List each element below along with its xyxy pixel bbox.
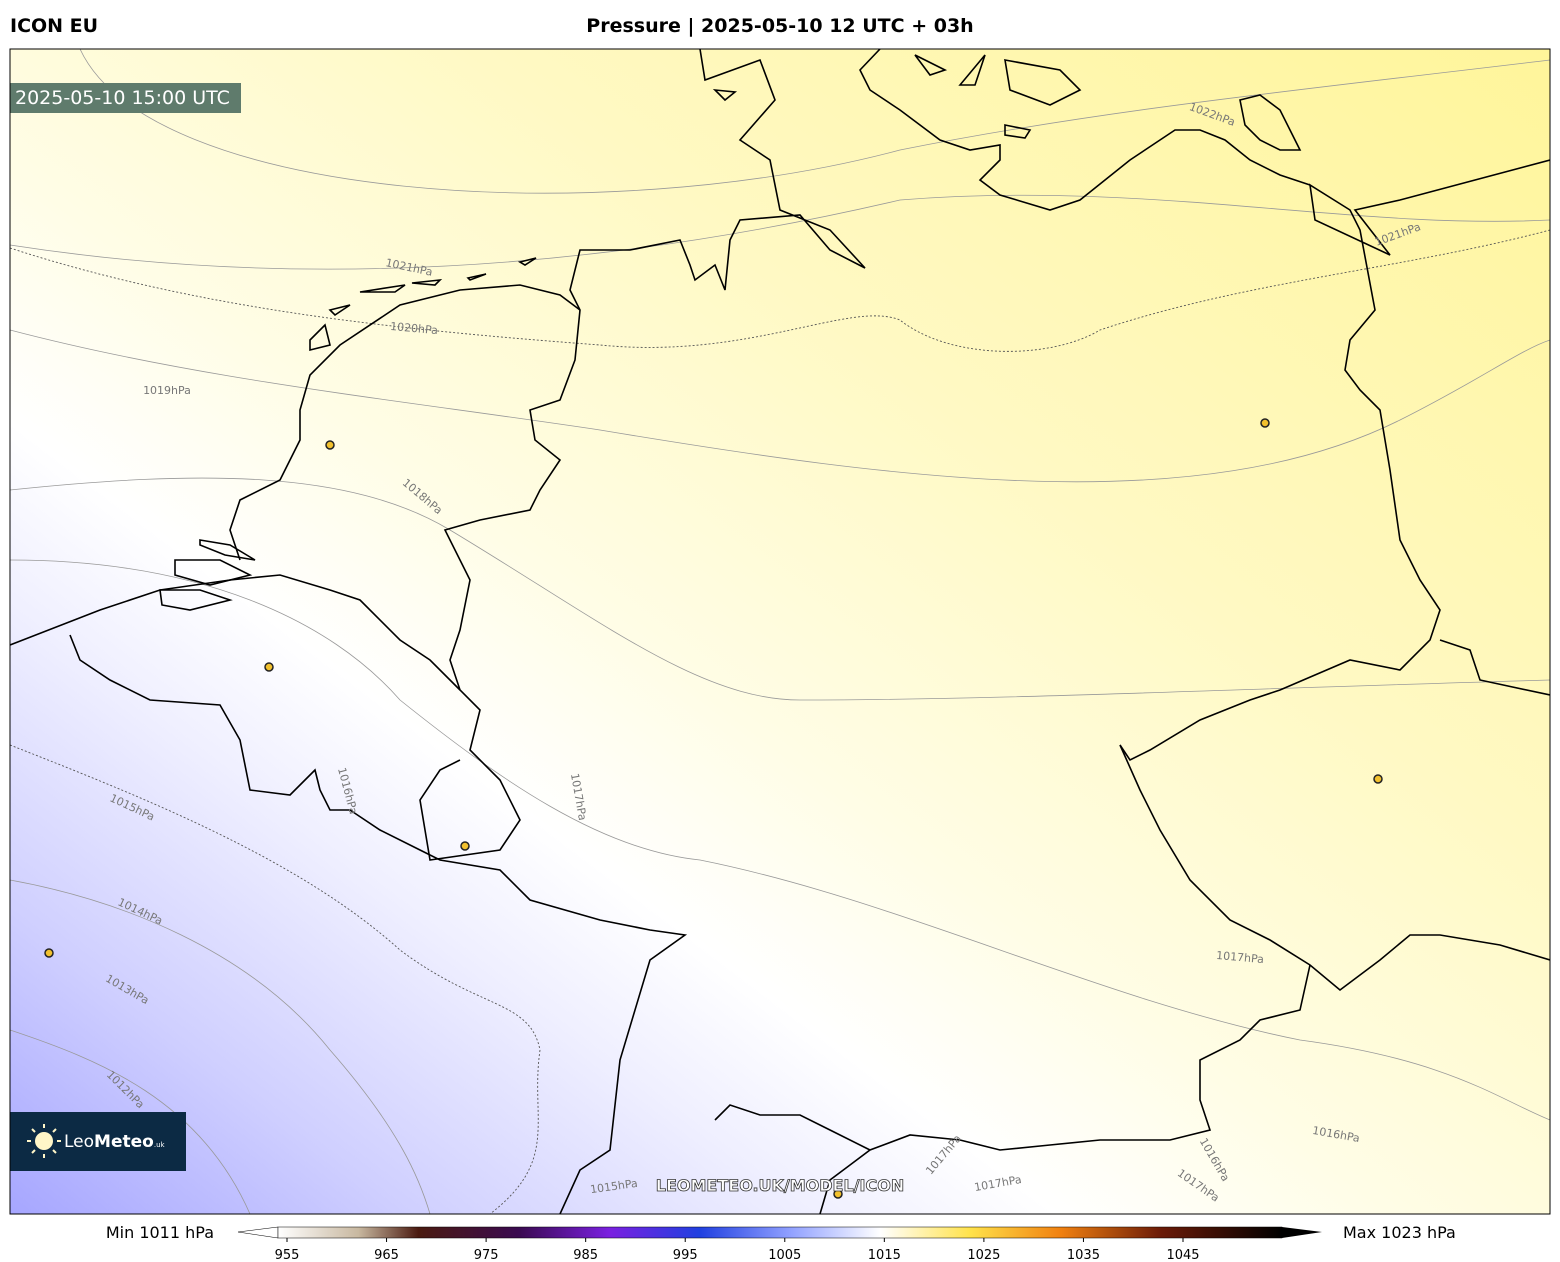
watermark: LEOMETEO.UK/MODEL/ICON (656, 1176, 904, 1195)
colorbar-tick-label: 955 (275, 1248, 300, 1262)
valid-time: 2025-05-10 15:00 UTC (15, 87, 230, 109)
model-name: ICON EU (10, 15, 98, 37)
logo: LeoMeteo.uk (10, 1112, 186, 1171)
isobars (10, 49, 1550, 1214)
logo-suffix: .uk (154, 1141, 166, 1149)
logo-rays (27, 1124, 61, 1158)
coastlines-borders (10, 49, 1550, 1214)
time-badge (10, 83, 241, 113)
logo-leo: Leo (64, 1132, 94, 1152)
colorbar-tick-label: 1025 (967, 1248, 1000, 1262)
colorbar-tick-label: 965 (374, 1248, 399, 1262)
colorbar-tick-label: 995 (673, 1248, 698, 1262)
city-markers (44, 418, 1383, 1199)
map-frame (9, 48, 1551, 1215)
colorbar-tick-label: 985 (573, 1248, 598, 1262)
colorbar-ramp (277, 1226, 1283, 1239)
min-label: Min 1011 hPa (106, 1223, 214, 1242)
isobar-label: 1017hPa (1216, 949, 1265, 966)
colorbar: 955 965 975 985 995 1005 1015 1025 1035 1045 (237, 1226, 1322, 1262)
dashed-isobars (10, 229, 1550, 1214)
colorbar-tick-label: 1035 (1067, 1248, 1100, 1262)
colorbar-tick-label: 975 (474, 1248, 499, 1262)
colorbar-tick-label: 1045 (1166, 1248, 1199, 1262)
logo-sun (35, 1132, 53, 1150)
map-area: 1022hPa1021hPa1021hPa1020hPa1019hPa1018h… (10, 49, 1550, 1214)
logo-text: LeoMeteo.uk (64, 1132, 166, 1152)
colorbar-high-end (1282, 1227, 1322, 1238)
colorbar-tick-label: 1015 (868, 1248, 901, 1262)
colorbar-low-end (237, 1226, 279, 1239)
isobar-label: 1020hPa (390, 320, 439, 337)
colorbar-tick-label: 1005 (768, 1248, 801, 1262)
map-title: Pressure | 2025-05-10 12 UTC + 03h (586, 15, 973, 37)
logo-meteo: Meteo (94, 1132, 154, 1152)
max-label: Max 1023 hPa (1343, 1223, 1456, 1242)
pressure-field (10, 49, 1550, 1214)
isobar-label: 1019hPa (143, 384, 191, 397)
